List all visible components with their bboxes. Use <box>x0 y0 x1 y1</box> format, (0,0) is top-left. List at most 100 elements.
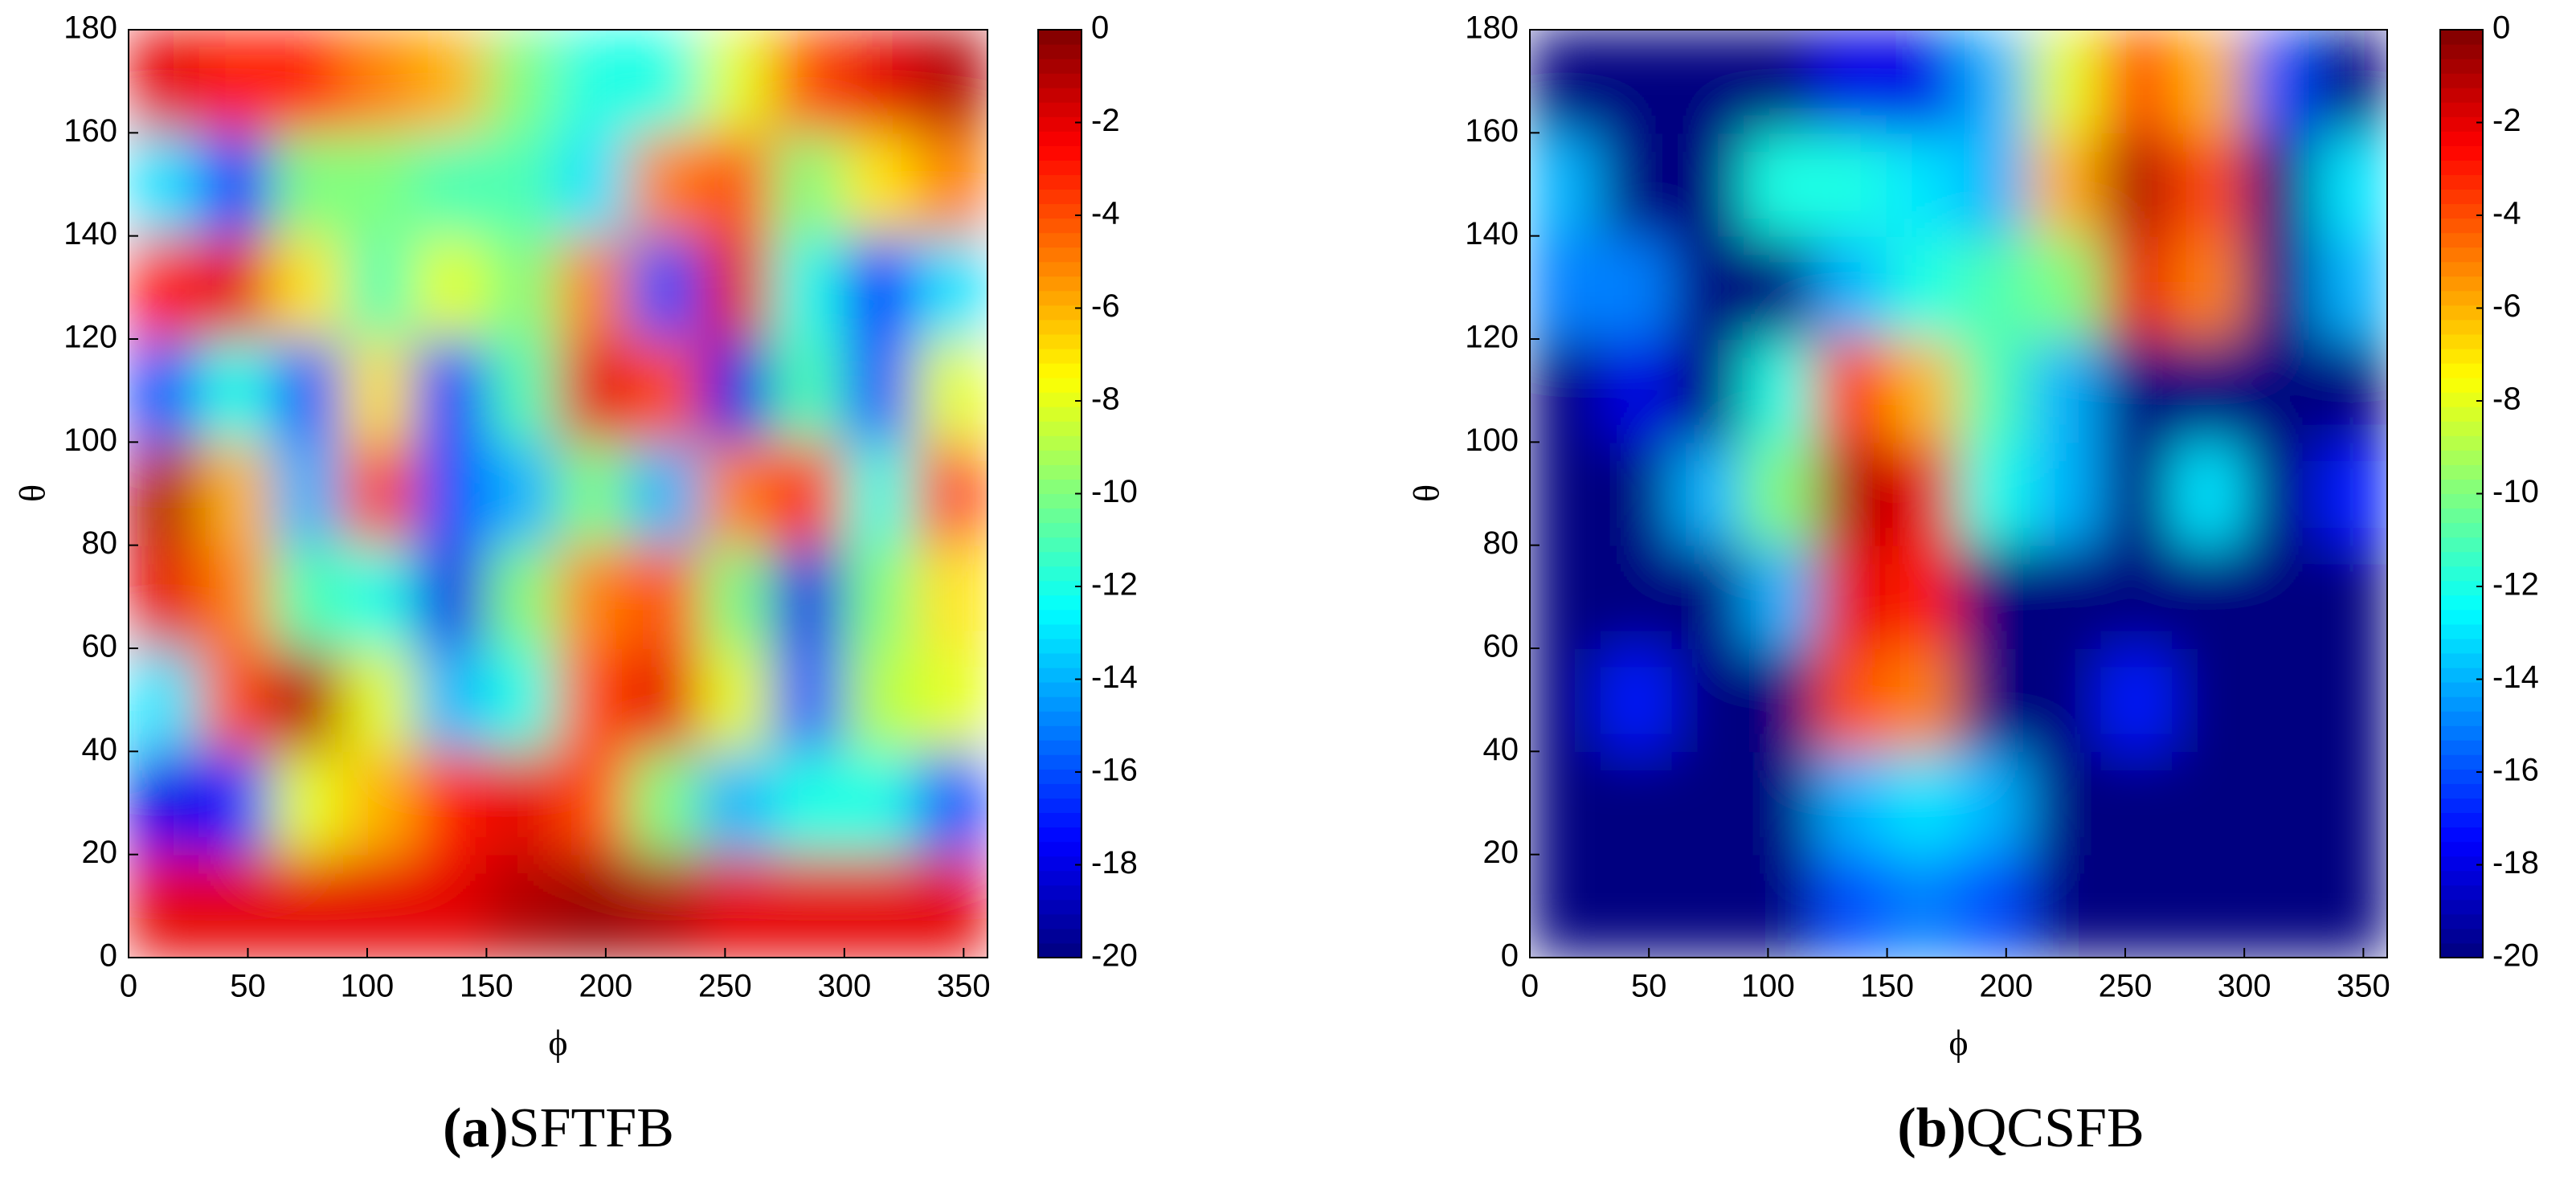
colorbar-swatch <box>1038 247 1082 263</box>
colorbar-swatch <box>2440 406 2483 422</box>
colorbar-swatch <box>1038 290 1082 306</box>
colorbar-swatch <box>1038 768 1082 784</box>
heatmap-cell <box>1957 132 2031 237</box>
heatmap-cell <box>1886 853 1960 958</box>
colorbar-swatch <box>1038 304 1082 321</box>
axes-frame <box>128 29 988 958</box>
heatmap-cell <box>271 338 345 443</box>
heatmap-cell <box>271 235 345 340</box>
y-tick-label: 20 <box>1483 835 1519 870</box>
colorbar-swatch <box>1038 87 1082 103</box>
colorbar-swatch <box>1038 58 1082 74</box>
colorbar-swatch <box>2440 580 2483 596</box>
colorbar-swatch <box>1038 420 1082 436</box>
heatmap-cell <box>2243 853 2317 958</box>
heatmap-cell <box>557 441 631 546</box>
heatmap-cell <box>557 648 631 753</box>
heatmap-cell <box>1814 750 1888 856</box>
colorbar-tick-label: -18 <box>2492 845 2539 880</box>
heatmap-cell <box>2100 235 2174 340</box>
heatmap-cell <box>1600 235 1674 340</box>
heatmap-cell <box>1886 441 1960 546</box>
colorbar-swatch <box>1038 667 1082 683</box>
heatmap-cell <box>1600 441 1674 546</box>
heatmap-cell <box>2100 338 2174 443</box>
heatmap-cell <box>1957 441 2031 546</box>
heatmap-cell <box>2029 441 2103 546</box>
colorbar-swatch <box>1038 377 1082 393</box>
colorbar-swatch <box>2440 638 2483 654</box>
colorbar-swatch <box>2440 232 2483 248</box>
heatmap-cell <box>1600 750 1674 856</box>
heatmap-cell <box>628 544 702 649</box>
heatmap-cell <box>843 750 917 856</box>
colorbar-swatch <box>1038 551 1082 567</box>
colorbar-swatch <box>1038 899 1082 915</box>
axes-frame <box>1529 29 2388 958</box>
heatmap-cell <box>914 544 987 649</box>
heatmap-cell <box>2315 30 2387 134</box>
colorbar-swatch <box>2440 508 2483 524</box>
heatmap-cell <box>2243 338 2317 443</box>
colorbar-tick-label: 0 <box>1091 10 1109 46</box>
heatmap-cell <box>557 544 631 649</box>
x-tick-label: 200 <box>1979 969 2033 1004</box>
heatmap-cell <box>342 441 416 546</box>
heatmap-cell <box>2315 544 2387 649</box>
heatmap-cell <box>2172 338 2246 443</box>
x-tick-label: 150 <box>460 969 513 1004</box>
colorbar-swatch <box>2440 768 2483 784</box>
colorbar-swatch <box>1038 29 1082 45</box>
colorbar-swatch <box>2440 782 2483 799</box>
y-tick-label: 40 <box>82 732 118 767</box>
colorbar-swatch <box>2440 218 2483 234</box>
heatmap-cell <box>2029 750 2103 856</box>
heatmap-cell <box>1671 544 1745 649</box>
y-axis-label: θ <box>12 484 53 502</box>
heatmap-cell <box>1530 853 1602 958</box>
heatmap-cell <box>2172 648 2246 753</box>
colorbar-swatch <box>2440 551 2483 567</box>
colorbar-swatch <box>2440 812 2483 828</box>
heatmap-cell <box>129 338 202 443</box>
colorbar-swatch <box>1038 638 1082 654</box>
colorbar-swatch <box>2440 159 2483 175</box>
colorbar-tick-label: -6 <box>2492 288 2521 324</box>
heatmap-cell <box>1530 338 1602 443</box>
heatmap-cell <box>199 235 273 340</box>
colorbar-swatch <box>1038 478 1082 494</box>
colorbar-swatch <box>2440 856 2483 872</box>
colorbar-swatch <box>1038 827 1082 843</box>
x-tick-label: 50 <box>230 969 266 1004</box>
colorbar-swatch <box>2440 827 2483 843</box>
heatmap-cell <box>342 544 416 649</box>
heatmap-cell <box>1814 338 1888 443</box>
x-axis-label: ϕ <box>548 1023 567 1064</box>
heatmap-cell <box>199 338 273 443</box>
heatmap-cell <box>1600 853 1674 958</box>
colorbar-swatch <box>2440 420 2483 436</box>
colorbar-swatch <box>1038 159 1082 175</box>
heatmap-cell <box>485 648 559 753</box>
heatmap-cell <box>843 648 917 753</box>
y-tick-label: 100 <box>1465 423 1519 458</box>
colorbar-swatch <box>1038 884 1082 901</box>
colorbar-swatch <box>1038 464 1082 480</box>
heatmap-cell <box>1886 544 1960 649</box>
heatmap-cell <box>628 750 702 856</box>
heatmap-cell <box>700 441 774 546</box>
heatmap-cell <box>2315 648 2387 753</box>
x-tick-label: 350 <box>2337 969 2390 1004</box>
heatmap-cell <box>199 30 273 134</box>
heatmap-cell <box>843 132 917 237</box>
colorbar-swatch <box>2440 304 2483 321</box>
colorbar-swatch <box>1038 101 1082 117</box>
colorbar-swatch <box>2440 435 2483 451</box>
colorbar-swatch <box>1038 232 1082 248</box>
heatmap-cell <box>1886 338 1960 443</box>
heatmap-cell <box>628 132 702 237</box>
heatmap-cell <box>2315 338 2387 443</box>
heatmap-cell <box>1600 132 1674 237</box>
heatmap-cell <box>414 235 488 340</box>
heatmap-cell <box>2029 544 2103 649</box>
